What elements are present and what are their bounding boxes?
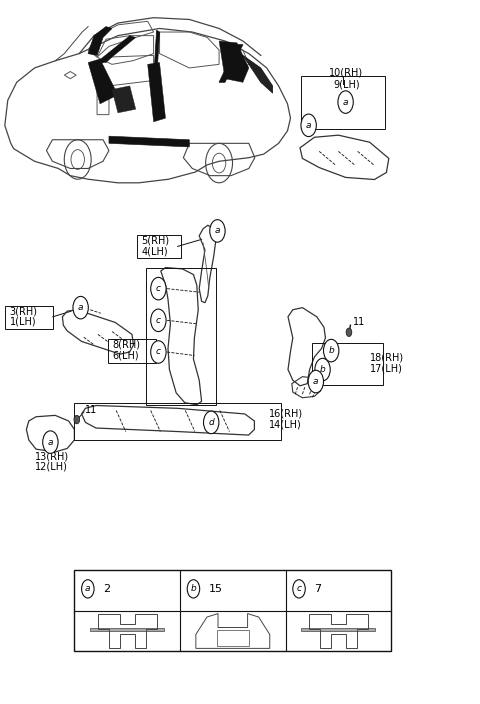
Text: 18(RH): 18(RH): [370, 353, 404, 363]
Polygon shape: [219, 44, 243, 82]
Text: 6(LH): 6(LH): [113, 351, 139, 360]
Circle shape: [187, 579, 200, 598]
Text: a: a: [306, 121, 312, 130]
Polygon shape: [88, 59, 118, 103]
Circle shape: [151, 309, 166, 332]
Text: a: a: [78, 303, 84, 312]
Circle shape: [204, 411, 219, 434]
Text: 13(RH): 13(RH): [35, 451, 69, 461]
Text: a: a: [85, 584, 91, 593]
Polygon shape: [88, 27, 112, 56]
Text: 4(LH): 4(LH): [142, 246, 168, 256]
Circle shape: [338, 91, 353, 113]
Text: 2: 2: [103, 584, 110, 594]
Text: 11: 11: [85, 406, 98, 415]
Text: c: c: [156, 316, 161, 325]
Text: a: a: [215, 227, 220, 235]
Text: 12(LH): 12(LH): [35, 462, 67, 472]
Circle shape: [151, 277, 166, 300]
Circle shape: [346, 328, 352, 337]
Bar: [90, 628, 164, 631]
Circle shape: [210, 220, 225, 242]
Polygon shape: [219, 41, 249, 82]
Text: b: b: [320, 365, 325, 374]
Bar: [301, 76, 385, 129]
Text: b: b: [328, 346, 334, 355]
Text: b: b: [191, 584, 196, 593]
Circle shape: [308, 370, 324, 393]
Text: 3(RH): 3(RH): [10, 306, 37, 316]
Text: 17(LH): 17(LH): [370, 363, 402, 373]
Text: a: a: [313, 377, 319, 386]
Bar: [74, 403, 281, 440]
Text: 8(RH): 8(RH): [113, 340, 141, 350]
Bar: [74, 570, 391, 651]
Circle shape: [324, 339, 339, 362]
Polygon shape: [243, 56, 273, 93]
Polygon shape: [112, 86, 136, 113]
Text: 7: 7: [314, 584, 322, 594]
Text: c: c: [156, 284, 161, 293]
Text: 1(LH): 1(LH): [10, 317, 36, 327]
Polygon shape: [154, 30, 159, 80]
Text: 11: 11: [353, 318, 365, 327]
Circle shape: [82, 579, 94, 598]
Polygon shape: [97, 36, 136, 63]
Text: d: d: [208, 418, 214, 427]
Text: c: c: [297, 584, 301, 593]
Text: a: a: [343, 98, 348, 106]
Bar: [301, 628, 375, 631]
Bar: [5, 306, 53, 329]
Circle shape: [43, 431, 58, 453]
Text: a: a: [48, 438, 53, 446]
Circle shape: [74, 415, 80, 424]
Circle shape: [73, 296, 88, 319]
Circle shape: [315, 358, 330, 381]
Text: 16(RH): 16(RH): [269, 409, 303, 419]
Bar: [137, 235, 181, 258]
Circle shape: [301, 114, 316, 137]
Bar: [108, 339, 156, 363]
Text: 9(LH): 9(LH): [334, 80, 360, 89]
Text: 10(RH): 10(RH): [329, 68, 363, 77]
Polygon shape: [109, 136, 189, 147]
Polygon shape: [148, 63, 166, 122]
Bar: [216, 630, 249, 646]
Circle shape: [293, 579, 305, 598]
Bar: [146, 268, 216, 405]
Text: 15: 15: [209, 584, 223, 594]
Text: 14(LH): 14(LH): [269, 420, 301, 429]
Circle shape: [151, 341, 166, 363]
Text: c: c: [156, 348, 161, 356]
Text: 5(RH): 5(RH): [142, 236, 170, 246]
Bar: [312, 343, 383, 385]
